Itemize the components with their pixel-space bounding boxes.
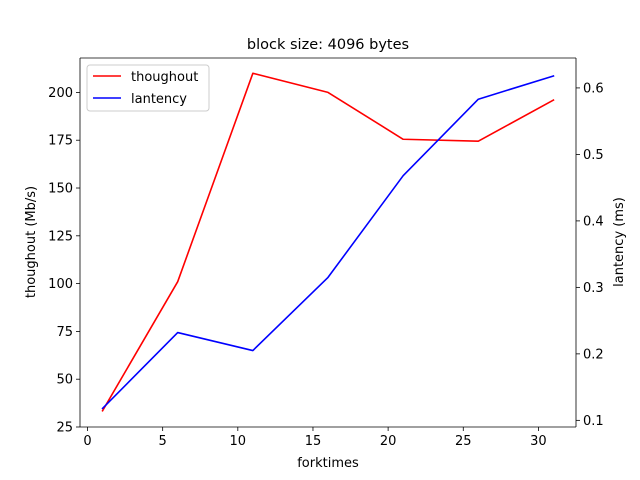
x-tick-label: 30 [530,434,547,449]
right-y-tick-label: 0.5 [583,148,604,163]
right-y-axis-label: lantency (ms) [612,197,627,287]
left-y-tick-label: 200 [48,86,73,101]
left-y-axis-label: thoughout (Mb/s) [24,186,39,298]
right-y-tick-label: 0.6 [583,81,604,96]
legend-label-lantency: lantency [131,92,187,107]
x-tick-label: 20 [380,434,397,449]
right-y-axis-ticks: 0.1 0.2 0.3 0.4 0.5 0.6 [576,81,604,429]
left-y-tick-label: 100 [48,277,73,292]
series-line-lantency [101,74,555,410]
right-y-tick-label: 0.2 [583,347,604,362]
left-y-tick-label: 75 [56,325,73,340]
x-tick-label: 0 [83,434,91,449]
x-tick-label: 5 [159,434,167,449]
series-lines [101,72,555,412]
x-axis-ticks: 0 5 10 15 20 25 30 [83,427,547,449]
right-y-tick-label: 0.3 [583,281,604,296]
x-tick-label: 25 [455,434,472,449]
left-y-tick-label: 150 [48,182,73,197]
left-y-tick-label: 175 [48,134,73,149]
series-line-thoughout [101,72,555,412]
legend: thoughout lantency [86,64,210,112]
x-axis-label: forktimes [297,456,359,471]
x-tick-label: 15 [305,434,322,449]
plot-area [80,58,576,427]
left-y-tick-label: 50 [56,373,73,388]
left-y-axis-ticks: 25 50 75 100 125 150 175 200 [48,86,80,436]
chart-title: block size: 4096 bytes [247,37,409,53]
right-y-tick-label: 0.4 [583,214,604,229]
left-y-tick-label: 125 [48,229,73,244]
x-tick-label: 10 [230,434,247,449]
left-y-tick-label: 25 [56,421,73,436]
right-y-tick-label: 0.1 [583,414,604,429]
legend-label-thoughout: thoughout [131,70,198,85]
